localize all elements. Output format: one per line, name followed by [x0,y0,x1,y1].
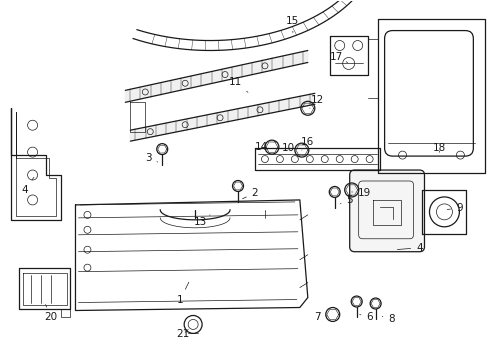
Text: 1: 1 [177,282,188,305]
Text: 15: 15 [285,15,299,32]
Text: 14: 14 [254,142,267,152]
Text: 6: 6 [359,312,372,323]
FancyBboxPatch shape [349,170,424,252]
Text: 21: 21 [176,329,189,339]
Text: 19: 19 [351,188,370,198]
Text: 10: 10 [274,141,294,153]
Polygon shape [130,93,314,141]
Text: 17: 17 [329,53,347,63]
Text: 5: 5 [340,195,352,205]
Text: 9: 9 [446,203,462,213]
Text: 3: 3 [144,153,157,163]
Text: 2: 2 [242,188,258,199]
Text: 18: 18 [432,143,445,153]
Text: 12: 12 [309,95,324,108]
Text: 11: 11 [228,77,247,92]
Text: 20: 20 [44,305,57,323]
Text: 16: 16 [301,137,314,150]
Text: 13: 13 [193,215,210,227]
Text: 4: 4 [397,243,422,253]
Polygon shape [125,50,307,102]
Text: 7: 7 [314,312,326,323]
Text: 4: 4 [21,177,34,195]
Text: 8: 8 [382,314,394,324]
